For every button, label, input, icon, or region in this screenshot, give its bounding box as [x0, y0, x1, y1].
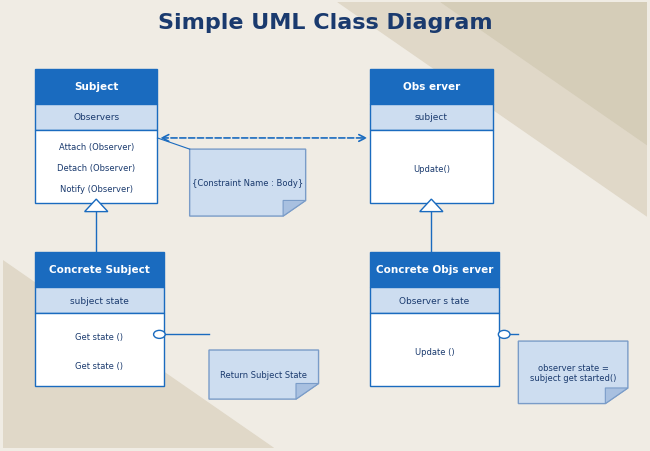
FancyBboxPatch shape: [370, 252, 499, 287]
Polygon shape: [84, 200, 108, 212]
FancyBboxPatch shape: [370, 287, 499, 314]
Polygon shape: [338, 3, 647, 216]
Text: observer state =
subject get started(): observer state = subject get started(): [530, 363, 616, 382]
FancyBboxPatch shape: [35, 69, 157, 104]
Text: Update(): Update(): [413, 165, 450, 174]
Circle shape: [153, 331, 165, 339]
Text: subject state: subject state: [70, 296, 129, 305]
Text: Subject: Subject: [74, 82, 118, 92]
FancyBboxPatch shape: [35, 252, 164, 287]
Polygon shape: [283, 201, 305, 216]
Polygon shape: [296, 384, 318, 399]
Text: Detach (Observer): Detach (Observer): [57, 164, 135, 173]
Text: {Constraint Name : Body}: {Constraint Name : Body}: [192, 179, 304, 188]
FancyBboxPatch shape: [370, 69, 493, 104]
Text: Simple UML Class Diagram: Simple UML Class Diagram: [158, 13, 492, 33]
Text: Observers: Observers: [73, 113, 120, 122]
Text: Attach (Observer): Attach (Observer): [58, 143, 134, 152]
Text: Concrete Objs erver: Concrete Objs erver: [376, 265, 493, 275]
Polygon shape: [518, 341, 628, 404]
Text: subject: subject: [415, 113, 448, 122]
FancyBboxPatch shape: [35, 131, 157, 203]
Text: Get state (): Get state (): [75, 332, 124, 341]
FancyBboxPatch shape: [35, 287, 164, 314]
Polygon shape: [190, 150, 306, 216]
Polygon shape: [441, 3, 647, 145]
Polygon shape: [605, 388, 628, 404]
Text: Notify (Observer): Notify (Observer): [60, 184, 133, 193]
FancyBboxPatch shape: [35, 104, 157, 131]
Text: Update (): Update (): [415, 348, 454, 357]
Text: Observer s tate: Observer s tate: [400, 296, 470, 305]
FancyBboxPatch shape: [370, 131, 493, 203]
Text: Return Subject State: Return Subject State: [220, 370, 307, 379]
Text: Obs erver: Obs erver: [403, 82, 460, 92]
Polygon shape: [209, 350, 318, 399]
Polygon shape: [3, 261, 274, 448]
Polygon shape: [420, 200, 443, 212]
Text: Get state (): Get state (): [75, 361, 124, 370]
Circle shape: [499, 331, 510, 339]
FancyBboxPatch shape: [370, 314, 499, 386]
FancyBboxPatch shape: [370, 104, 493, 131]
FancyBboxPatch shape: [35, 314, 164, 386]
Text: Concrete Subject: Concrete Subject: [49, 265, 150, 275]
